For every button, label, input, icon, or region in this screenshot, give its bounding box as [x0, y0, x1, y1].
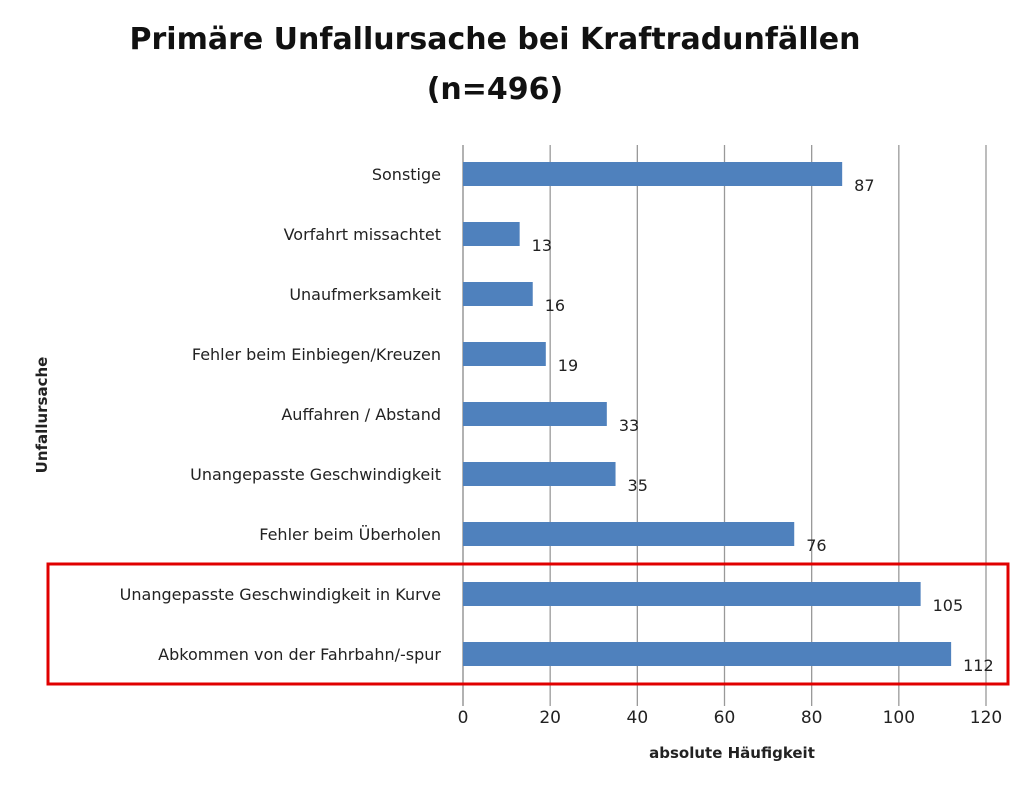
chart-title: Primäre Unfallursache bei Kraftradunfäll…	[129, 22, 861, 57]
value-label: 35	[628, 476, 648, 495]
x-tick-label: 60	[714, 708, 736, 728]
y-axis-title: Unfallursache	[33, 357, 51, 474]
highlight-box	[46, 562, 1010, 686]
chart-subtitle: (n=496)	[426, 72, 564, 107]
x-tick-label: 40	[627, 708, 649, 728]
value-label: 112	[963, 656, 994, 675]
category-label: Unangepasste Geschwindigkeit	[190, 465, 441, 484]
category-label: Fehler beim Einbiegen/Kreuzen	[192, 345, 441, 364]
value-label: 76	[806, 536, 826, 555]
bar	[463, 582, 921, 606]
value-label: 19	[558, 356, 578, 375]
category-label: Vorfahrt missachtet	[284, 225, 441, 244]
value-label: 16	[545, 296, 565, 315]
x-axis-title: absolute Häufigkeit	[649, 744, 815, 762]
bar	[463, 222, 520, 246]
x-tick-label: 100	[883, 708, 915, 728]
x-tick-label: 120	[970, 708, 1002, 728]
bar	[463, 402, 607, 426]
category-label: Abkommen von der Fahrbahn/-spur	[158, 645, 441, 664]
bar	[463, 282, 533, 306]
value-label: 33	[619, 416, 639, 435]
bar	[463, 642, 952, 666]
category-labels: Sonstige Vorfahrt missachtet Unaufmerksamk…	[120, 165, 442, 664]
x-tick-label: 20	[539, 708, 561, 728]
category-label: Sonstige	[372, 165, 441, 184]
bar	[463, 162, 843, 186]
value-label: 13	[532, 236, 552, 255]
category-label: Unangepasste Geschwindigkeit in Kurve	[120, 585, 441, 604]
category-label: Unaufmerksamkeit	[289, 285, 441, 304]
value-label: 105	[933, 596, 964, 615]
x-tick-label: 0	[458, 708, 469, 728]
bar	[463, 522, 795, 546]
x-tick-label: 80	[801, 708, 823, 728]
bar	[463, 342, 546, 366]
bar	[463, 462, 616, 486]
category-label: Auffahren / Abstand	[281, 405, 441, 424]
bars	[463, 162, 952, 666]
highlight-group	[46, 562, 1010, 686]
x-tick-labels: 0 20 40 60 80 100 120	[458, 708, 1003, 728]
category-label: Fehler beim Überholen	[259, 525, 441, 544]
value-labels: 87 13 16 19 33 35 76 105 112	[532, 176, 994, 675]
value-label: 87	[854, 176, 874, 195]
